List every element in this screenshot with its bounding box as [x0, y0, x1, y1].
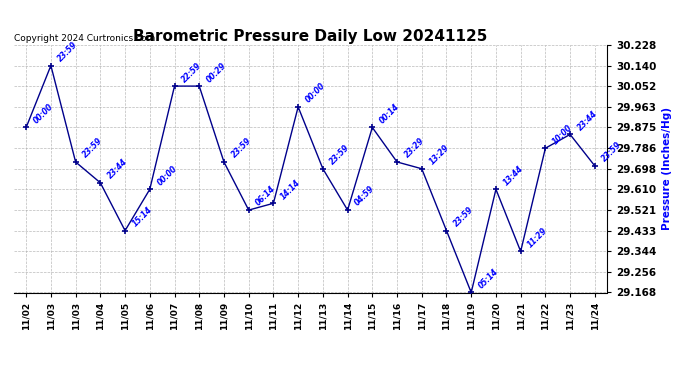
Text: 15:14: 15:14 [130, 205, 154, 228]
Text: 23:44: 23:44 [106, 157, 129, 181]
Text: 14:14: 14:14 [279, 178, 302, 201]
Text: 05:14: 05:14 [477, 267, 500, 290]
Text: 23:59: 23:59 [230, 136, 253, 160]
Text: 13:44: 13:44 [502, 164, 525, 187]
Y-axis label: Pressure (Inches/Hg): Pressure (Inches/Hg) [662, 107, 672, 230]
Text: 06:14: 06:14 [254, 184, 277, 208]
Text: 13:29: 13:29 [427, 143, 451, 166]
Text: 00:00: 00:00 [304, 81, 327, 105]
Text: 11:29: 11:29 [526, 226, 549, 249]
Text: 23:59: 23:59 [600, 141, 624, 164]
Text: 00:00: 00:00 [32, 102, 55, 125]
Text: 00:00: 00:00 [155, 164, 179, 187]
Text: Copyright 2024 Curtronics.com: Copyright 2024 Curtronics.com [14, 33, 155, 42]
Text: 23:59: 23:59 [57, 40, 80, 63]
Text: 00:29: 00:29 [205, 61, 228, 84]
Text: 23:59: 23:59 [328, 143, 352, 166]
Text: 00:14: 00:14 [378, 102, 401, 125]
Text: 23:59: 23:59 [452, 205, 475, 228]
Title: Barometric Pressure Daily Low 20241125: Barometric Pressure Daily Low 20241125 [133, 29, 488, 44]
Text: 23:59: 23:59 [81, 136, 104, 160]
Text: 23:44: 23:44 [575, 109, 599, 132]
Text: 23:29: 23:29 [402, 136, 426, 160]
Text: 10:00: 10:00 [551, 123, 574, 146]
Text: 22:59: 22:59 [180, 61, 204, 84]
Text: 04:59: 04:59 [353, 184, 377, 208]
